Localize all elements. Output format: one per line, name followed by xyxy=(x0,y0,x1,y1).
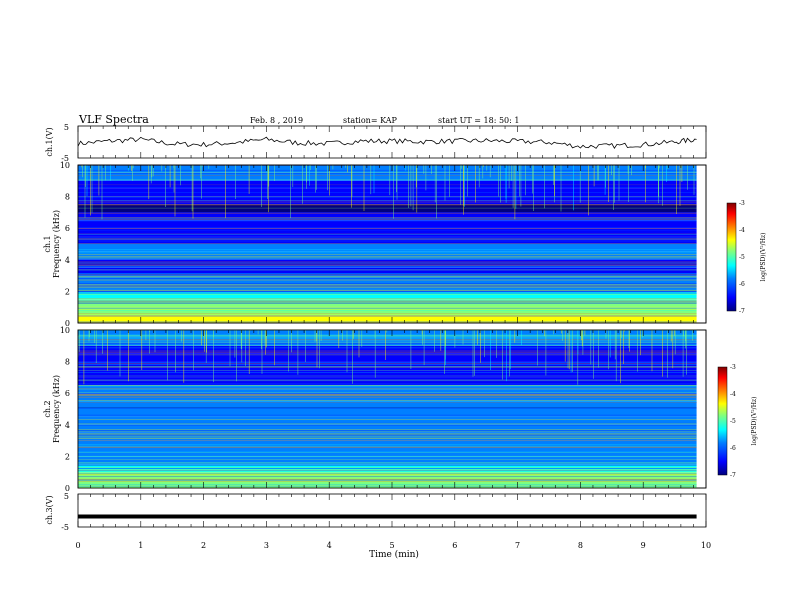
time-tick-label: 9 xyxy=(641,541,646,550)
ch2-spectrogram xyxy=(77,329,697,488)
colorbar-tick-label: -5 xyxy=(730,418,736,425)
ch2-colorbar-ticks: -3 -4 -5 -6 -7 xyxy=(730,364,736,479)
ch2-spec-ticks xyxy=(77,330,707,488)
time-tick-label: 3 xyxy=(264,541,269,550)
spectrogram-band xyxy=(78,432,697,441)
ch1-spectrogram-panel: 0 2 4 6 8 10 ch.1 Frequency (kHz) xyxy=(43,161,707,328)
ch2-colorbar: -3 -4 -5 -6 -7 log(PSD)(V²/Hz) xyxy=(717,364,758,479)
spectrogram-band xyxy=(78,424,697,433)
ch3-voltage-ylabel: ch.3(V) xyxy=(45,495,54,524)
ch1-colorbar-label: log(PSD)(V²/Hz) xyxy=(760,233,767,282)
time-tick-label: 6 xyxy=(452,541,457,550)
colorbar-tick-label: -6 xyxy=(739,281,745,288)
spectrogram-band xyxy=(78,267,697,276)
spectrogram-band xyxy=(78,337,697,346)
colorbar-tick-label: -4 xyxy=(739,227,745,234)
spectrogram-band xyxy=(78,204,697,213)
ch2-spectrogram-panel: 0 2 4 6 8 10 ch.2 Frequency (kHz) xyxy=(43,326,707,493)
spectrogram-band xyxy=(78,307,697,316)
spectrogram-band xyxy=(78,244,697,252)
spectrogram-band xyxy=(78,401,697,409)
ch1-voltage-ylabel: ch.1(V) xyxy=(45,127,54,156)
ch1-colorbar-ticks: -3 -4 -5 -6 -7 xyxy=(739,200,745,315)
figure-title: VLF Spectra xyxy=(78,113,149,126)
ch2-spec-ylabel-2: Frequency (kHz) xyxy=(52,375,61,443)
date-label: Feb. 8 , 2019 xyxy=(250,116,303,125)
colorbar-tick-label: -7 xyxy=(739,308,745,315)
spectrogram-band xyxy=(78,361,697,370)
spectrogram-band xyxy=(78,220,697,229)
start-time-label: start UT = 18: 50: 1 xyxy=(438,116,519,125)
frequency-tick-label: 10 xyxy=(60,326,70,335)
ch1-x-ticks xyxy=(77,126,707,158)
ch2-colorbar-label: log(PSD)(V²/Hz) xyxy=(751,397,758,446)
ch1-ytick-max: 5 xyxy=(64,123,69,132)
spectrogram-band xyxy=(78,353,697,362)
spectrogram-band xyxy=(78,291,697,300)
frequency-tick-label: 10 xyxy=(60,161,70,170)
ch1-spec-ylabel-1: ch.1 xyxy=(43,235,52,252)
time-tick-label: 0 xyxy=(75,541,80,550)
frequency-tick-label: 0 xyxy=(65,319,70,328)
spectrogram-band xyxy=(78,456,697,465)
ch3-ytick-max: 5 xyxy=(64,492,69,501)
ch1-voltage-panel: 5 -5 ch.1(V) xyxy=(45,123,707,163)
frequency-tick-label: 8 xyxy=(65,193,70,202)
frequency-tick-label: 0 xyxy=(65,484,70,493)
ch2-spec-ylabel-1: ch.2 xyxy=(43,400,52,417)
time-axis-ticklabels: 0 1 2 3 4 5 6 7 8 9 10 xyxy=(75,541,711,550)
spectrogram-band xyxy=(78,330,697,338)
spectrogram-band xyxy=(78,409,697,417)
ch1-colorbar: -3 -4 -5 -6 -7 log(PSD)(V²/Hz) xyxy=(726,200,767,315)
ch1-ytick-min: -5 xyxy=(61,154,69,163)
time-axis-label: Time (min) xyxy=(369,549,419,560)
frequency-tick-label: 4 xyxy=(65,421,70,430)
spectrogram-band xyxy=(78,283,697,292)
frequency-tick-label: 6 xyxy=(65,389,70,398)
frequency-tick-label: 2 xyxy=(65,287,70,296)
colorbar-tick-label: -3 xyxy=(739,200,745,207)
ch1-spectrogram xyxy=(78,164,697,323)
colorbar-tick-label: -7 xyxy=(730,472,736,479)
time-tick-label: 5 xyxy=(389,541,394,550)
spectrogram-band xyxy=(78,251,697,260)
spectrogram-band xyxy=(78,172,697,181)
time-tick-label: 8 xyxy=(578,541,583,550)
frequency-tick-label: 6 xyxy=(65,224,70,233)
ch3-voltage-panel: 5 -5 ch.3(V) xyxy=(45,492,707,532)
ch2-freq-ticklabels: 0 2 4 6 8 10 xyxy=(60,326,70,493)
spectrogram-band xyxy=(78,236,697,244)
ch1-freq-ticklabels: 0 2 4 6 8 10 xyxy=(60,161,70,328)
colorbar-tick-label: -4 xyxy=(730,391,736,398)
colorbar-tick-label: -6 xyxy=(730,445,736,452)
spectrogram-band xyxy=(78,345,697,354)
ch1-voltage-trace xyxy=(78,136,697,149)
colorbar-tick-label: -5 xyxy=(739,254,745,261)
ch1-spec-ylabel-2: Frequency (kHz) xyxy=(52,210,61,278)
time-tick-label: 2 xyxy=(201,541,206,550)
spectrogram-band xyxy=(78,275,697,284)
time-tick-label: 4 xyxy=(327,541,332,550)
ch3-x-ticks xyxy=(77,494,707,527)
time-tick-label: 1 xyxy=(138,541,143,550)
spectrogram-band xyxy=(78,315,697,323)
spectrogram-band xyxy=(78,377,697,386)
spectrogram-band xyxy=(78,228,697,237)
spectrogram-band xyxy=(78,416,697,425)
colorbar-tick-label: -3 xyxy=(730,364,736,371)
frequency-tick-label: 8 xyxy=(65,358,70,367)
frequency-tick-label: 2 xyxy=(65,452,70,461)
spectrogram-band xyxy=(78,369,697,378)
ch3-ytick-min: -5 xyxy=(61,523,69,532)
spectrogram-band xyxy=(78,212,697,221)
time-tick-label: 7 xyxy=(515,541,520,550)
station-label: station= KAP xyxy=(343,116,398,125)
time-tick-label: 10 xyxy=(701,541,711,550)
frequency-tick-label: 4 xyxy=(65,256,70,265)
ch1-spec-ticks xyxy=(77,165,707,323)
spectrogram-band xyxy=(78,165,697,173)
